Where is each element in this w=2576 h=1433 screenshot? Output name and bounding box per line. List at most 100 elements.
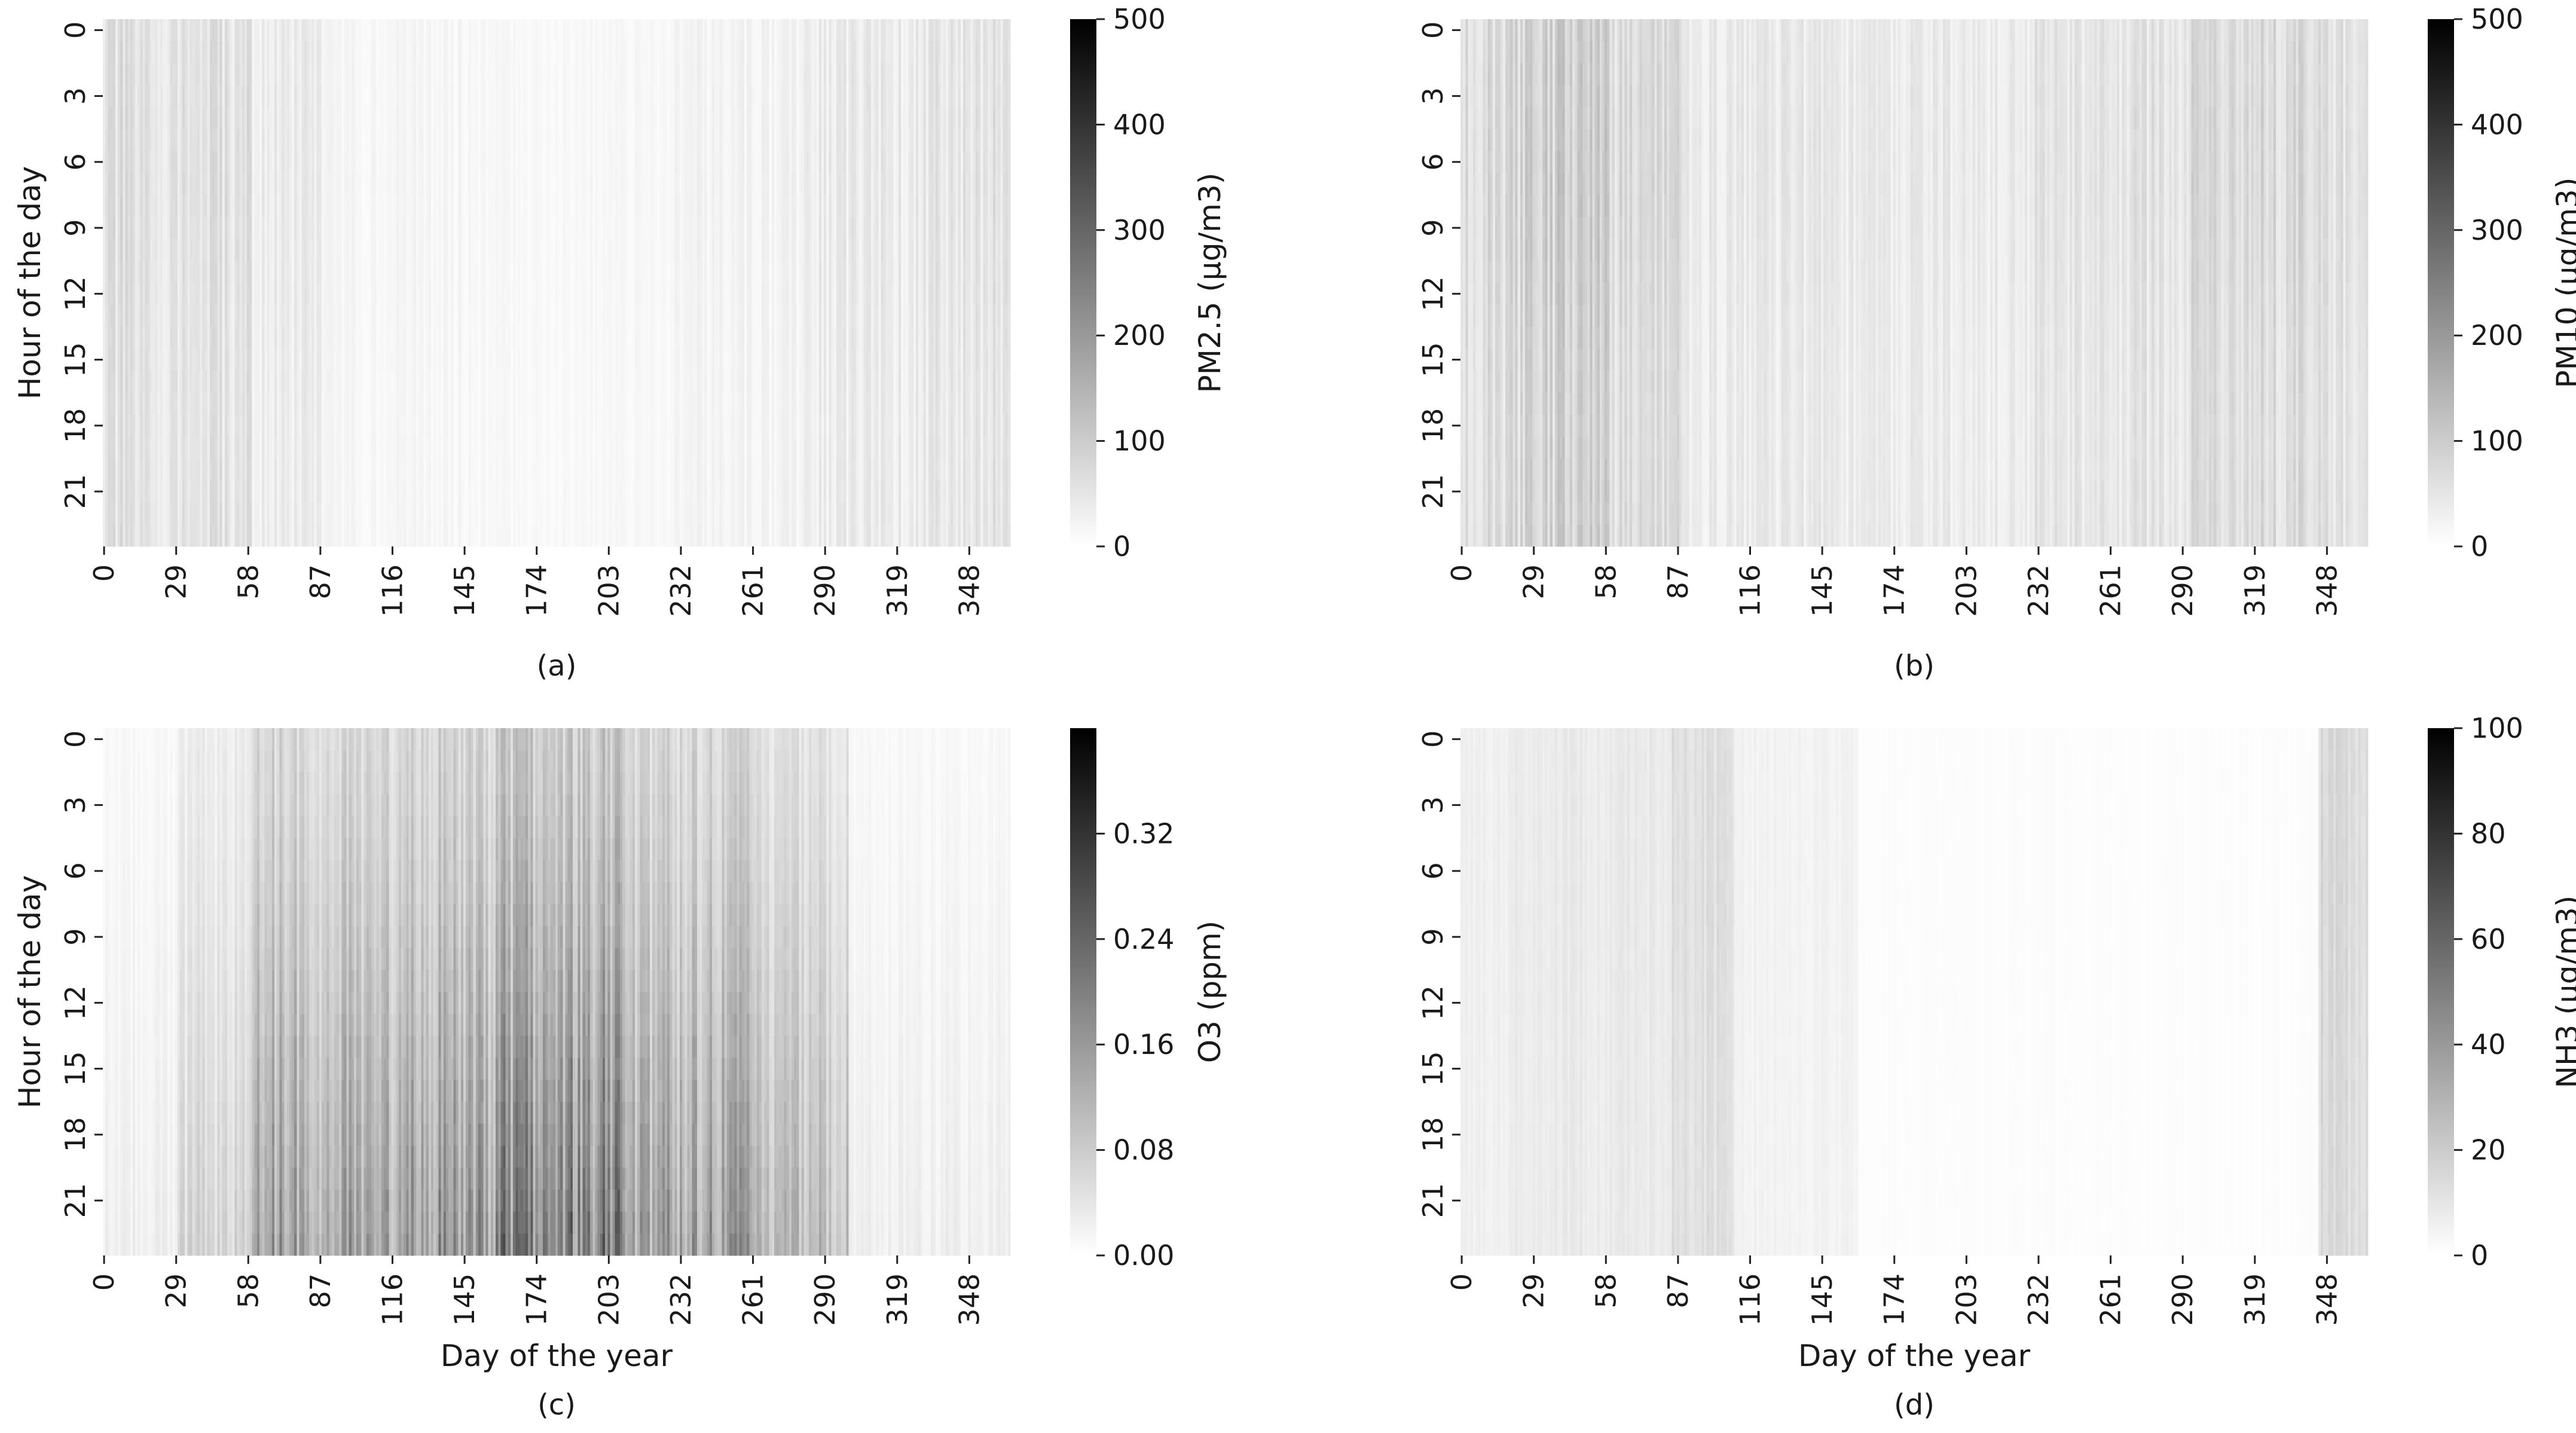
heatmap-cell	[282, 173, 285, 195]
heatmap-cell	[125, 283, 129, 305]
heatmap-cell	[147, 195, 151, 218]
heatmap-cell	[535, 392, 539, 415]
heatmap-cell	[592, 392, 596, 415]
heatmap-cell	[194, 173, 198, 195]
heatmap-cell	[481, 195, 484, 218]
heatmap-cell	[421, 326, 424, 349]
heatmap-cell	[284, 195, 288, 218]
heatmap-cell	[436, 304, 439, 328]
heatmap-cell	[344, 392, 347, 415]
heatmap-cell	[354, 195, 357, 218]
heatmap-cell	[192, 41, 195, 64]
heatmap-cell	[108, 459, 111, 481]
heatmap-cell	[230, 195, 233, 218]
heatmap-cell	[264, 107, 268, 130]
heatmap-cell	[125, 216, 129, 240]
heatmap-cell	[470, 524, 474, 547]
heatmap-cell	[314, 326, 317, 349]
heatmap-cell	[533, 414, 536, 437]
heatmap-cell	[230, 107, 233, 130]
heatmap-cell	[430, 239, 434, 261]
heatmap-cell	[155, 173, 158, 195]
heatmap-cell	[369, 19, 372, 42]
heatmap-cell	[376, 436, 380, 459]
heatmap-cell	[590, 19, 593, 42]
heatmap-cell	[344, 349, 347, 371]
heatmap-cell	[284, 283, 288, 305]
heatmap-cell	[540, 129, 543, 152]
heatmap-cell	[108, 392, 111, 415]
heatmap-cell	[329, 129, 332, 152]
heatmap-cell	[363, 414, 367, 437]
heatmap-cell	[369, 304, 372, 328]
heatmap-cell	[264, 459, 268, 481]
heatmap-cell	[334, 151, 337, 173]
heatmap-cell	[466, 151, 469, 173]
heatmap-cell	[413, 371, 417, 393]
heatmap-cell	[117, 19, 121, 42]
heatmap-cell	[209, 19, 213, 42]
heatmap-cell	[354, 480, 357, 503]
heatmap-cell	[234, 151, 238, 173]
heatmap-cell	[530, 524, 534, 547]
heatmap-cell	[334, 436, 337, 459]
heatmap-cell	[252, 239, 255, 261]
heatmap-cell	[505, 480, 509, 503]
heatmap-cell	[209, 85, 213, 108]
heatmap-cell	[428, 129, 432, 152]
heatmap-cell	[354, 459, 357, 481]
heatmap-cell	[366, 63, 369, 85]
heatmap-cell	[130, 524, 133, 547]
heatmap-cell	[383, 480, 387, 503]
heatmap-cell	[259, 239, 262, 261]
heatmap-cell	[478, 85, 481, 108]
heatmap-cell	[319, 195, 322, 218]
heatmap-cell	[147, 261, 151, 283]
heatmap-cell	[344, 63, 347, 85]
heatmap-cell	[175, 480, 178, 503]
heatmap-cell	[110, 283, 114, 305]
heatmap-cell	[344, 107, 347, 130]
heatmap-cell	[483, 63, 487, 85]
heatmap-cell	[575, 371, 578, 393]
heatmap-cell	[605, 173, 608, 195]
heatmap-cell	[339, 85, 342, 108]
heatmap-cell	[346, 349, 350, 371]
heatmap-cell	[511, 107, 514, 130]
heatmap-cell	[396, 195, 399, 218]
heatmap-cell	[567, 326, 571, 349]
heatmap-cell	[418, 414, 421, 437]
heatmap-cell	[297, 239, 300, 261]
heatmap-cell	[580, 502, 583, 525]
heatmap-cell	[605, 283, 608, 305]
heatmap-cell	[587, 414, 591, 437]
heatmap-cell	[155, 414, 158, 437]
heatmap-cell	[175, 326, 178, 349]
heatmap-cell	[140, 63, 143, 85]
heatmap-cell	[533, 107, 536, 130]
heatmap-cell	[137, 151, 140, 173]
heatmap-cell	[378, 195, 382, 218]
heatmap-cell	[351, 502, 355, 525]
heatmap-cell	[349, 129, 352, 152]
heatmap-cell	[401, 414, 404, 437]
heatmap-cell	[130, 480, 133, 503]
heatmap-cell	[470, 261, 474, 283]
heatmap-cell	[167, 480, 170, 503]
heatmap-cell	[284, 239, 288, 261]
heatmap-cell	[152, 173, 155, 195]
heatmap-cell	[590, 392, 593, 415]
heatmap-cell	[580, 414, 583, 437]
heatmap-cell	[140, 414, 143, 437]
heatmap-cell	[262, 195, 265, 218]
heatmap-cell	[496, 107, 499, 130]
heatmap-cell	[157, 459, 161, 481]
heatmap-cell	[279, 480, 283, 503]
heatmap-cell	[607, 371, 611, 393]
heatmap-cell	[145, 371, 148, 393]
heatmap-cell	[202, 85, 206, 108]
heatmap-cell	[485, 19, 489, 42]
heatmap-cell	[242, 459, 245, 481]
heatmap-cell	[172, 459, 176, 481]
heatmap-cell	[374, 85, 377, 108]
